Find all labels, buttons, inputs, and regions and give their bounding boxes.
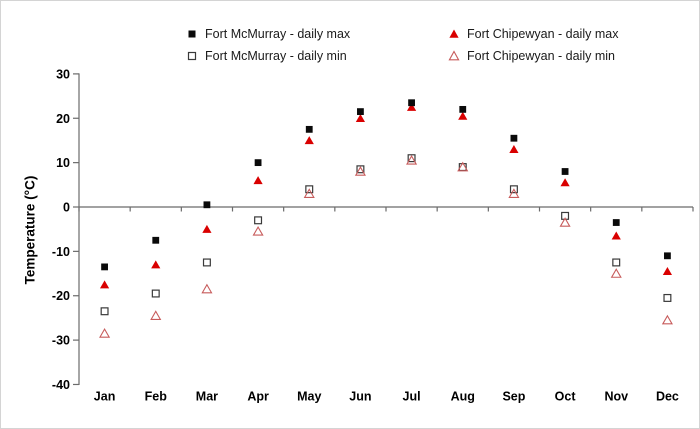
data-point-fort-mcmurray-daily-min-jan xyxy=(100,307,109,316)
data-point-fort-mcmurray-daily-max-dec xyxy=(664,252,671,260)
data-point-fort-chipewyan-daily-max-dec xyxy=(662,267,673,276)
x-tick-label-dec: Dec xyxy=(656,390,679,404)
legend-item-chipewyan-min: Fort Chipewyan - daily min xyxy=(448,45,618,67)
y-tick-label: -10 xyxy=(52,245,70,259)
data-point-fort-chipewyan-daily-min-apr xyxy=(252,226,264,236)
x-tick-label-jan: Jan xyxy=(94,390,116,404)
data-point-fort-chipewyan-daily-min-dec xyxy=(661,314,673,325)
data-point-fort-chipewyan-daily-min-feb xyxy=(150,310,162,320)
y-tick-label: -20 xyxy=(52,289,70,303)
legend-label: Fort Chipewyan - daily min xyxy=(467,49,615,63)
filled-square-icon xyxy=(186,28,198,40)
data-point-fort-chipewyan-daily-min-oct xyxy=(559,217,571,227)
x-tick-label-feb: Feb xyxy=(145,390,168,404)
data-point-fort-chipewyan-daily-max-apr xyxy=(253,176,263,185)
y-tick-label: -40 xyxy=(52,378,70,392)
data-point-fort-mcmurray-daily-min-jun xyxy=(356,165,365,174)
data-point-fort-mcmurray-daily-max-jan xyxy=(101,263,108,271)
data-point-fort-chipewyan-daily-min-nov xyxy=(610,268,622,278)
data-point-fort-chipewyan-daily-max-mar xyxy=(202,224,212,233)
x-tick-label-apr: Apr xyxy=(247,390,269,404)
x-tick-label-may: May xyxy=(297,390,321,404)
data-point-fort-chipewyan-daily-max-oct xyxy=(560,178,570,187)
data-point-fort-chipewyan-daily-max-jul xyxy=(406,102,417,111)
data-point-fort-chipewyan-daily-min-jul xyxy=(406,155,418,165)
x-tick-label-aug: Aug xyxy=(451,390,475,404)
legend-item-mcmurray-min: Fort McMurray - daily min xyxy=(186,45,350,67)
data-point-fort-mcmurray-daily-max-may xyxy=(305,125,313,133)
y-tick-label: 0 xyxy=(63,201,70,215)
x-tick-label-oct: Oct xyxy=(555,390,577,404)
x-tick-label-jul: Jul xyxy=(403,390,421,404)
filled-triangle-icon xyxy=(448,28,460,40)
data-point-fort-chipewyan-daily-min-jan xyxy=(99,328,111,338)
data-point-fort-mcmurray-daily-min-dec xyxy=(663,293,672,302)
data-point-fort-mcmurray-daily-max-jul xyxy=(408,99,415,107)
data-point-fort-chipewyan-daily-min-mar xyxy=(201,283,213,294)
data-point-fort-mcmurray-daily-max-oct xyxy=(561,168,569,175)
data-point-fort-chipewyan-daily-max-sep xyxy=(509,145,519,154)
legend-column-right: Fort Chipewyan - daily max Fort Chipewya… xyxy=(448,23,618,67)
legend-label: Fort Chipewyan - daily max xyxy=(467,27,619,41)
data-point-fort-mcmurray-daily-max-jun xyxy=(357,108,364,116)
x-tick-label-sep: Sep xyxy=(502,390,525,404)
data-point-fort-chipewyan-daily-max-nov xyxy=(611,231,621,240)
data-point-fort-mcmurray-daily-min-apr xyxy=(254,216,263,225)
data-point-fort-chipewyan-daily-max-feb xyxy=(151,260,161,269)
data-point-fort-chipewyan-daily-min-may xyxy=(303,188,315,198)
y-tick-label: 30 xyxy=(56,67,70,81)
data-point-fort-mcmurray-daily-min-nov xyxy=(612,258,621,267)
data-point-fort-mcmurray-daily-min-jul xyxy=(407,154,416,163)
legend-item-chipewyan-max: Fort Chipewyan - daily max xyxy=(448,23,618,45)
x-tick-label-jun: Jun xyxy=(349,390,371,404)
x-tick-label-nov: Nov xyxy=(604,390,628,404)
data-point-fort-chipewyan-daily-max-may xyxy=(304,136,314,145)
x-tick-label-mar: Mar xyxy=(196,390,218,404)
data-point-fort-mcmurray-daily-max-apr xyxy=(254,159,262,167)
data-point-fort-mcmurray-daily-max-sep xyxy=(510,134,518,142)
open-triangle-icon xyxy=(448,50,460,62)
data-point-fort-mcmurray-daily-min-feb xyxy=(151,289,160,298)
data-point-fort-mcmurray-daily-max-aug xyxy=(459,105,467,113)
data-point-fort-mcmurray-daily-max-nov xyxy=(612,219,620,226)
data-point-fort-mcmurray-daily-max-mar xyxy=(203,201,211,209)
legend-label: Fort McMurray - daily max xyxy=(205,27,351,41)
legend-label: Fort McMurray - daily min xyxy=(205,49,347,63)
data-point-fort-mcmurray-daily-max-feb xyxy=(152,236,160,244)
data-point-fort-chipewyan-daily-min-jun xyxy=(354,166,366,176)
data-point-fort-chipewyan-daily-max-aug xyxy=(458,111,468,120)
data-point-fort-chipewyan-daily-max-jun xyxy=(355,113,366,122)
y-tick-label: 20 xyxy=(56,112,70,126)
legend-item-mcmurray-max: Fort McMurray - daily max xyxy=(186,23,350,45)
open-square-icon xyxy=(186,50,198,62)
y-tick-label: 10 xyxy=(56,156,70,170)
y-tick-label: -30 xyxy=(52,334,70,348)
data-point-fort-chipewyan-daily-min-sep xyxy=(508,188,520,198)
data-point-fort-chipewyan-daily-max-jan xyxy=(99,280,110,289)
data-point-fort-mcmurray-daily-min-mar xyxy=(202,258,211,267)
legend-column-left: Fort McMurray - daily max Fort McMurray … xyxy=(186,23,350,67)
data-point-fort-chipewyan-daily-min-aug xyxy=(457,161,469,172)
